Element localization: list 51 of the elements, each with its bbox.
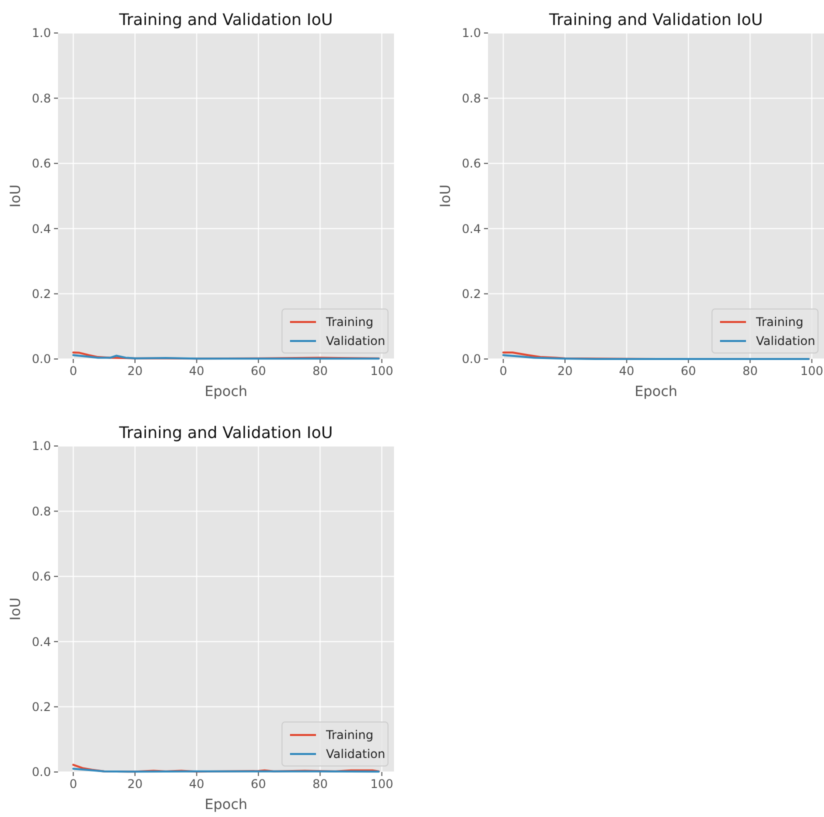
chart-title: Training and Validation IoU bbox=[118, 423, 333, 442]
legend-label: Validation bbox=[326, 334, 386, 348]
x-tick-label: 60 bbox=[680, 364, 696, 378]
x-tick-label: 100 bbox=[370, 364, 394, 378]
x-tick-label: 20 bbox=[127, 777, 143, 791]
x-tick-label: 100 bbox=[370, 777, 394, 791]
x-tick-label: 20 bbox=[127, 364, 143, 378]
y-tick-label: 0.2 bbox=[32, 287, 51, 301]
y-tick-label: 0.8 bbox=[462, 91, 481, 106]
x-tick-label: 40 bbox=[189, 777, 204, 791]
legend-label: Training bbox=[755, 315, 804, 330]
x-axis-title: Epoch bbox=[204, 384, 248, 400]
x-tick-label: 100 bbox=[800, 364, 824, 378]
y-tick-label: 0.4 bbox=[32, 222, 51, 236]
x-tick-label: 80 bbox=[312, 777, 328, 791]
y-tick-label: 0.6 bbox=[32, 156, 51, 171]
x-tick-label: 60 bbox=[250, 364, 266, 378]
legend-label: Training bbox=[325, 315, 374, 330]
y-tick-label: 0.2 bbox=[462, 287, 481, 301]
chart-title: Training and Validation IoU bbox=[548, 10, 763, 29]
x-tick-label: 40 bbox=[189, 364, 204, 378]
x-tick-label: 40 bbox=[619, 364, 634, 378]
legend-label: Training bbox=[325, 728, 374, 742]
chart-title: Training and Validation IoU bbox=[118, 10, 333, 29]
y-axis-title: IoU bbox=[8, 184, 24, 208]
x-axis-title: Epoch bbox=[634, 384, 678, 400]
y-tick-label: 1.0 bbox=[462, 26, 481, 40]
x-axis-title: Epoch bbox=[204, 797, 248, 813]
y-tick-label: 0.0 bbox=[32, 765, 51, 780]
x-tick-label: 20 bbox=[557, 364, 573, 378]
y-axis-title: IoU bbox=[8, 598, 24, 620]
y-tick-label: 0.4 bbox=[32, 634, 51, 649]
y-tick-label: 1.0 bbox=[32, 439, 51, 454]
y-tick-label: 0.8 bbox=[32, 91, 51, 106]
y-tick-label: 0.6 bbox=[462, 156, 481, 171]
x-tick-label: 0 bbox=[69, 777, 78, 791]
x-tick-label: 80 bbox=[312, 364, 328, 378]
y-tick-label: 0.0 bbox=[462, 352, 481, 366]
x-tick-label: 0 bbox=[69, 364, 78, 378]
y-tick-label: 0.0 bbox=[32, 352, 51, 366]
legend-label: Validation bbox=[756, 334, 816, 348]
y-axis-title: IoU bbox=[438, 184, 454, 208]
x-tick-label: 80 bbox=[742, 364, 758, 378]
y-tick-label: 0.6 bbox=[32, 570, 51, 584]
x-tick-label: 60 bbox=[250, 777, 266, 791]
y-tick-label: 1.0 bbox=[32, 26, 51, 40]
y-tick-label: 0.2 bbox=[32, 700, 51, 714]
y-tick-label: 0.8 bbox=[32, 504, 51, 518]
legend-label: Validation bbox=[326, 747, 386, 762]
y-tick-label: 0.4 bbox=[462, 222, 481, 236]
x-tick-label: 0 bbox=[499, 364, 508, 378]
